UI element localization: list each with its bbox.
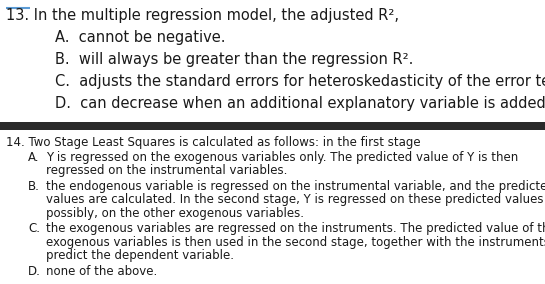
Text: values are calculated. In the second stage, Y is regressed on these predicted va: values are calculated. In the second sta…	[46, 193, 545, 206]
Text: C.: C.	[28, 222, 40, 235]
Text: B.: B.	[28, 180, 40, 193]
Text: possibly, on the other exogenous variables.: possibly, on the other exogenous variabl…	[46, 207, 304, 220]
Bar	[0, 122, 545, 130]
Text: B.  will always be greater than the regression R².: B. will always be greater than the regre…	[55, 52, 413, 67]
Text: exogenous variables is then used in the second stage, together with the instrume: exogenous variables is then used in the …	[46, 236, 545, 249]
Text: D.  can decrease when an additional explanatory variable is added.: D. can decrease when an additional expla…	[55, 96, 545, 111]
Text: C.  adjusts the standard errors for heteroskedasticity of the error term.: C. adjusts the standard errors for heter…	[55, 74, 545, 89]
Text: A.  cannot be negative.: A. cannot be negative.	[55, 30, 226, 45]
Text: D.: D.	[28, 265, 41, 278]
Text: Y is regressed on the exogenous variables only. The predicted value of Y is then: Y is regressed on the exogenous variable…	[46, 151, 518, 164]
Text: predict the dependent variable.: predict the dependent variable.	[46, 249, 234, 262]
Text: the endogenous variable is regressed on the instrumental variable, and the predi: the endogenous variable is regressed on …	[46, 180, 545, 193]
Text: the exogenous variables are regressed on the instruments. The predicted value of: the exogenous variables are regressed on…	[46, 222, 545, 235]
Text: 14. Two Stage Least Squares is calculated as follows: in the first stage: 14. Two Stage Least Squares is calculate…	[6, 136, 421, 149]
Text: 13. In the multiple regression model, the adjusted R²,: 13. In the multiple regression model, th…	[6, 8, 399, 23]
Text: A.: A.	[28, 151, 39, 164]
Text: regressed on the instrumental variables.: regressed on the instrumental variables.	[46, 164, 287, 177]
Text: none of the above.: none of the above.	[46, 265, 158, 278]
